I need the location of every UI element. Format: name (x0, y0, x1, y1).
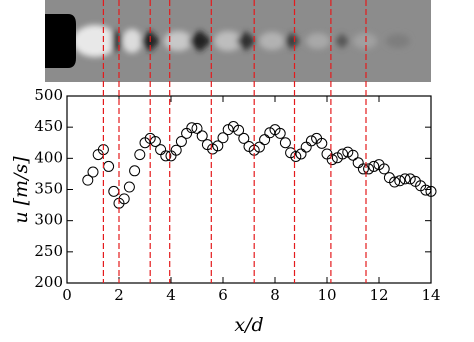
y-tick-label: 250 (34, 242, 63, 260)
y-tick-label: 400 (34, 148, 63, 166)
data-point (108, 185, 120, 197)
data-point (82, 174, 94, 186)
x-tick-label: 12 (369, 286, 388, 304)
data-point (394, 175, 406, 187)
data-point (87, 166, 99, 178)
data-point (295, 148, 307, 160)
data-point (404, 173, 416, 185)
x-tick-label: 4 (166, 286, 176, 304)
data-point (279, 137, 291, 149)
x-tick-label: 14 (421, 286, 440, 304)
y-axis-label: u [m/s] (10, 156, 32, 224)
data-point (363, 163, 375, 175)
data-point (305, 135, 317, 147)
data-point (160, 150, 172, 162)
y-tick-label: 500 (34, 86, 63, 104)
data-point (186, 122, 198, 134)
x-tick-label: 2 (114, 286, 124, 304)
data-point (342, 146, 354, 158)
data-point (420, 184, 432, 196)
data-point (425, 185, 437, 197)
y-tick-label: 450 (34, 117, 63, 135)
data-point (347, 149, 359, 161)
data-point (212, 140, 224, 152)
data-point (149, 136, 161, 148)
data-point (399, 173, 411, 185)
data-point (217, 132, 229, 144)
data-point (337, 148, 349, 160)
data-point (123, 181, 135, 193)
data-point (259, 134, 271, 146)
data-point (357, 163, 369, 175)
data-point (316, 137, 328, 149)
data-point (274, 127, 286, 139)
data-point (207, 143, 219, 155)
x-tick-label: 0 (62, 286, 72, 304)
x-axis-label: x/d (234, 314, 263, 336)
data-point (170, 144, 182, 156)
data-point (290, 150, 302, 162)
y-tick-label: 300 (34, 211, 63, 229)
x-tick-label: 6 (218, 286, 228, 304)
data-point (144, 132, 156, 144)
plot-frame (66, 95, 432, 284)
data-point (196, 130, 208, 142)
data-point (175, 136, 187, 148)
data-point (155, 144, 167, 156)
data-point (378, 163, 390, 175)
x-tick-label: 8 (270, 286, 280, 304)
data-point (134, 149, 146, 161)
data-point (181, 127, 193, 139)
y-tick-label: 350 (34, 180, 63, 198)
x-tick-label: 10 (317, 286, 336, 304)
data-point (300, 141, 312, 153)
data-point (233, 124, 245, 136)
schlieren-image (45, 0, 431, 82)
data-point (326, 154, 338, 166)
data-point (352, 157, 364, 169)
y-tick-label: 200 (34, 273, 63, 291)
data-point (191, 122, 203, 134)
data-point (103, 160, 115, 172)
data-point (389, 176, 401, 188)
data-point (368, 160, 380, 172)
data-point (238, 132, 250, 144)
data-point (129, 165, 141, 177)
